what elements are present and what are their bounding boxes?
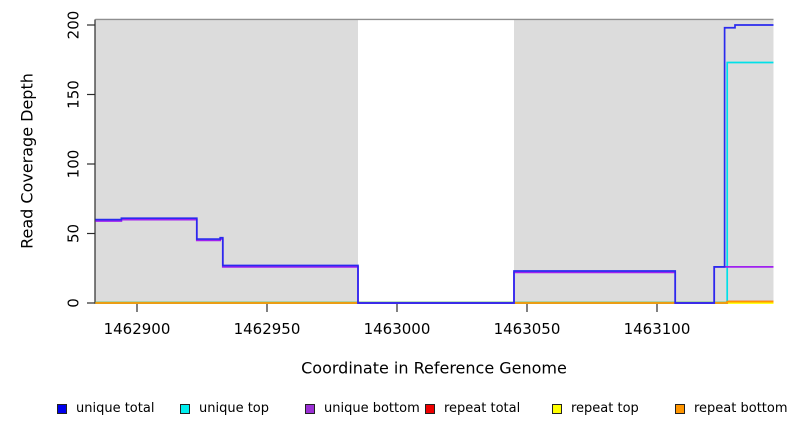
y-axis-title: Read Coverage Depth [17,73,37,249]
x-axis-title: Coordinate in Reference Genome [301,358,567,378]
y-tick-label: 100 [65,150,83,179]
x-tick-label: 1463100 [624,320,691,338]
y-tick-label: 50 [65,224,83,243]
x-tick-label: 1463000 [364,320,431,338]
series-unique-total [95,24,774,304]
x-tick-label: 1462900 [104,320,171,338]
y-tick-label: 200 [65,11,83,40]
y-tick-label: 150 [65,80,83,109]
x-tick-label: 1463050 [494,320,561,338]
coverage-region-shading [514,19,774,303]
coverage-region-shading [95,19,359,303]
x-tick-label: 1462950 [234,320,301,338]
y-tick-label: 0 [65,298,83,308]
